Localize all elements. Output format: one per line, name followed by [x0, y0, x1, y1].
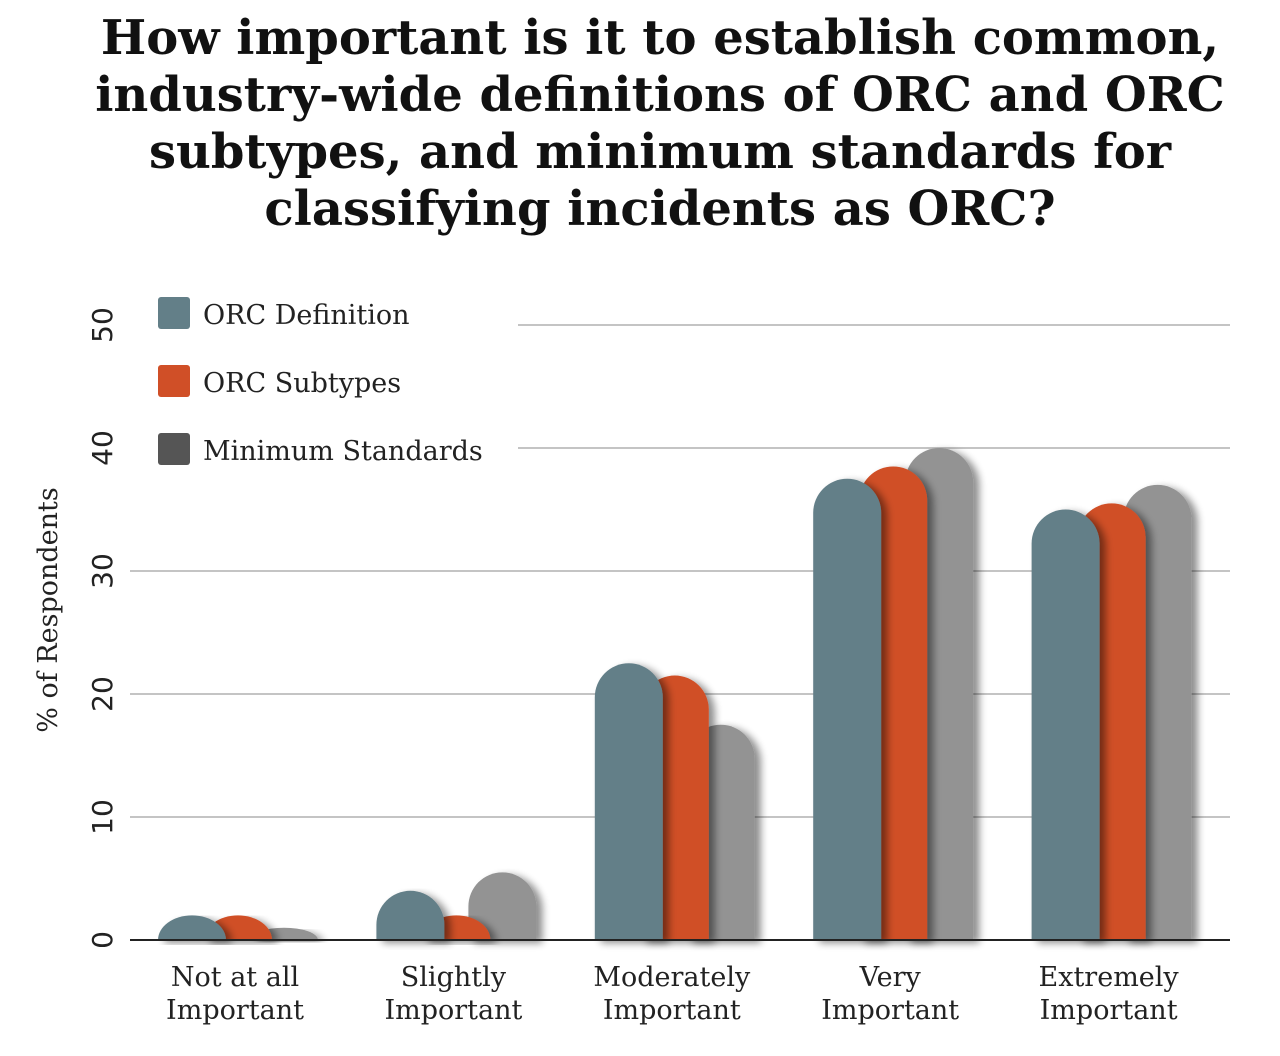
y-tick-label: 50 — [86, 307, 119, 343]
title-line-4: classifying incidents as ORC? — [264, 181, 1056, 237]
x-tick-label: Slightly — [401, 962, 507, 993]
legend-label: ORC Subtypes — [203, 368, 401, 399]
legend-swatch-minimum-standards — [158, 433, 190, 465]
title-line-2: industry-wide definitions of ORC and ORC — [95, 67, 1225, 123]
legend: ORC Definition ORC Subtypes Minimum Standa… — [158, 297, 483, 467]
x-tick-label: Important — [1040, 995, 1178, 1026]
x-tick-label: Important — [166, 995, 304, 1026]
title-line-1: How important is it to establish common, — [100, 10, 1220, 66]
bar-minimum-standards-1 — [468, 872, 537, 940]
bars — [158, 448, 1192, 940]
bar-orc-definition-3 — [813, 478, 882, 940]
y-tick-label: 30 — [86, 553, 119, 589]
y-axis-label: % of Respondents — [33, 487, 64, 733]
y-tick-label: 10 — [86, 799, 119, 835]
bar-orc-definition-2 — [594, 663, 663, 940]
x-tick-label: Important — [603, 995, 741, 1026]
y-tick-label: 0 — [86, 931, 119, 949]
legend-label: Minimum Standards — [203, 436, 483, 467]
y-tick-label: 40 — [86, 430, 119, 466]
x-tick-label: Very — [859, 962, 922, 993]
x-tick-label: Moderately — [593, 962, 751, 993]
bar-orc-definition-0 — [158, 915, 226, 940]
bar-orc-definition-4 — [1031, 509, 1100, 940]
legend-swatch-orc-subtypes — [158, 365, 190, 397]
x-tick-label: Extremely — [1039, 962, 1180, 993]
bar-orc-definition-1 — [376, 890, 445, 940]
y-tick-label: 20 — [86, 676, 119, 712]
x-tick-label: Not at all — [171, 962, 299, 993]
chart-title: How important is it to establish common,… — [40, 10, 1280, 238]
legend-label: ORC Definition — [203, 300, 410, 331]
title-line-3: subtypes, and minimum standards for — [148, 124, 1172, 180]
x-tick-label: Important — [821, 995, 959, 1026]
x-tick-label: Important — [384, 995, 522, 1026]
legend-swatch-orc-definition — [158, 297, 190, 329]
